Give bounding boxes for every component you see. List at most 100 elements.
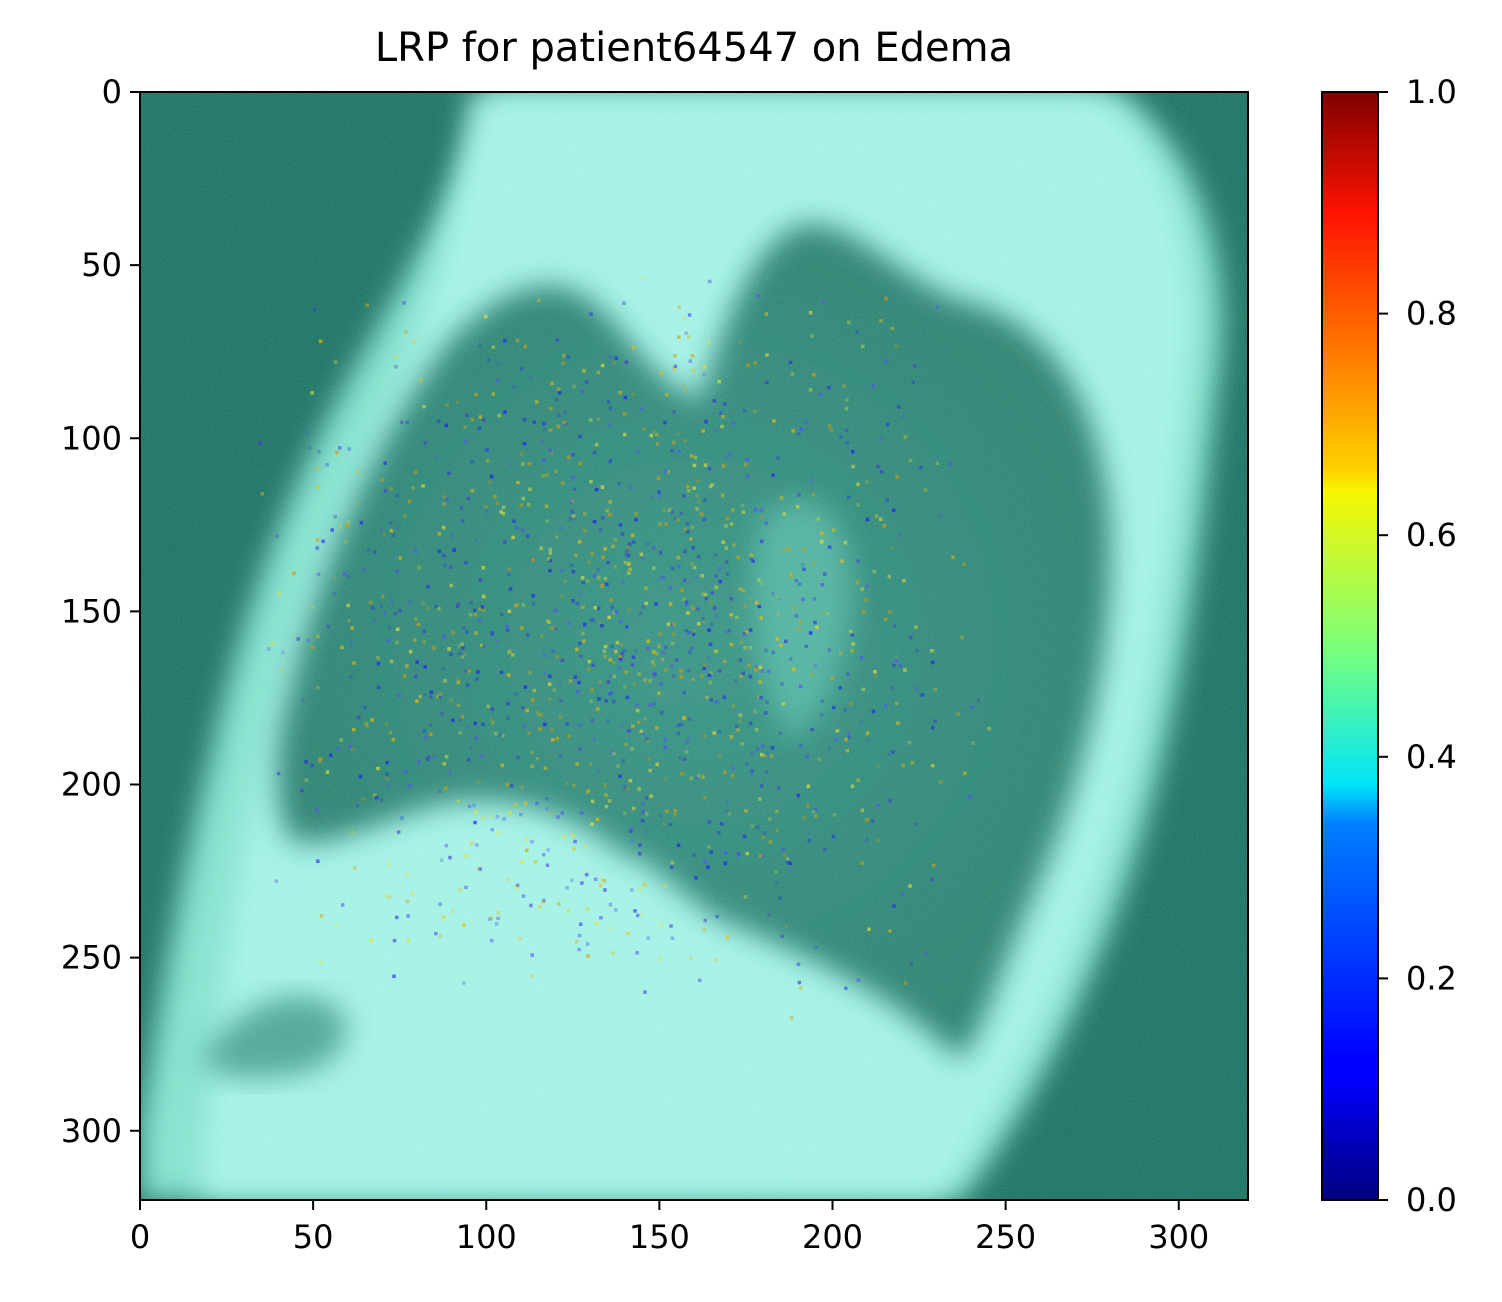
lrp-speckle — [407, 600, 412, 605]
lrp-speckle — [501, 505, 506, 509]
lrp-speckle — [782, 853, 787, 857]
lrp-speckle — [794, 579, 798, 583]
lrp-speckle — [686, 484, 690, 489]
lrp-speckle — [892, 904, 896, 908]
lrp-speckle — [660, 657, 665, 662]
lrp-speckle — [849, 702, 853, 706]
lrp-speckle — [442, 635, 446, 639]
lrp-speckle — [316, 572, 321, 577]
lrp-speckle — [688, 734, 692, 739]
lrp-relevance-speckles — [258, 276, 991, 1020]
lrp-speckle — [729, 613, 733, 617]
lrp-speckle — [676, 731, 681, 736]
lrp-speckle — [524, 838, 529, 842]
lrp-speckle — [562, 420, 567, 425]
lrp-speckle — [589, 418, 593, 422]
lrp-speckle — [560, 568, 564, 573]
lrp-speckle — [296, 637, 300, 641]
lrp-speckle — [625, 625, 629, 629]
lrp-speckle — [765, 752, 769, 756]
lrp-speckle — [542, 421, 546, 426]
lrp-speckle — [612, 674, 616, 679]
lrp-speckle — [687, 313, 692, 317]
lrp-speckle — [608, 355, 612, 359]
lrp-speckle — [499, 733, 504, 737]
lrp-speckle — [744, 809, 748, 813]
lrp-speckle — [468, 613, 473, 617]
lrp-speckle — [406, 938, 410, 943]
lrp-speckle — [753, 668, 758, 672]
lrp-speckle — [595, 817, 600, 821]
lrp-speckle — [277, 591, 282, 595]
lrp-speckle — [638, 611, 643, 616]
lrp-speckle — [458, 731, 462, 735]
lrp-speckle — [788, 360, 793, 365]
lrp-speckle — [580, 390, 585, 394]
lrp-speckle — [710, 591, 714, 595]
lrp-speckle — [725, 572, 730, 576]
lrp-speckle — [897, 533, 902, 537]
lrp-speckle — [521, 603, 526, 607]
lrp-speckle — [876, 838, 880, 843]
lrp-speckle — [876, 464, 880, 469]
lrp-speckle — [892, 624, 897, 628]
lrp-speckle — [808, 388, 813, 392]
lrp-speckle — [405, 899, 410, 904]
lrp-speckle — [847, 735, 851, 740]
lrp-speckle — [856, 778, 860, 782]
lrp-speckle — [502, 540, 507, 544]
lrp-speckle — [640, 557, 645, 561]
lrp-speckle — [797, 626, 801, 631]
lrp-speckle — [478, 867, 482, 871]
y-tick-label: 250 — [61, 939, 122, 977]
lrp-speckle — [389, 487, 393, 491]
lrp-speckle — [891, 750, 895, 754]
lrp-speckle — [304, 760, 308, 764]
lrp-speckle — [667, 508, 672, 512]
lrp-speckle — [445, 403, 449, 407]
lrp-speckle — [703, 498, 707, 503]
lrp-speckle — [712, 606, 717, 610]
lrp-speckle — [755, 601, 759, 605]
lrp-speckle — [509, 784, 514, 788]
lrp-speckle — [612, 751, 616, 756]
lrp-speckle — [714, 649, 718, 654]
lrp-speckle — [686, 669, 691, 673]
lrp-speckle — [544, 504, 549, 508]
lrp-speckle — [873, 670, 877, 674]
lrp-speckle — [442, 762, 446, 766]
lrp-speckle — [347, 447, 351, 451]
lrp-speckle — [578, 641, 582, 646]
lrp-speckle — [694, 876, 698, 880]
lrp-speckle — [502, 817, 506, 821]
lrp-speckle — [686, 530, 690, 534]
lrp-speckle — [305, 430, 309, 434]
lrp-speckle — [629, 486, 633, 490]
lrp-speckle — [619, 620, 623, 624]
lrp-speckle — [663, 420, 667, 425]
lrp-speckle — [496, 916, 500, 921]
lrp-speckle — [355, 804, 360, 808]
lrp-speckle — [489, 474, 494, 479]
lrp-speckle — [437, 606, 441, 611]
lrp-speckle — [620, 532, 625, 536]
lrp-speckle — [673, 809, 677, 813]
lrp-speckle — [480, 605, 484, 609]
lrp-speckle — [503, 410, 507, 414]
lrp-speckle — [701, 775, 705, 779]
lrp-speckle — [597, 577, 601, 582]
lrp-speckle — [627, 608, 631, 612]
lrp-speckle — [316, 466, 321, 470]
colorbar-tick-label: 0.4 — [1406, 738, 1457, 776]
x-tick-label: 150 — [629, 1218, 690, 1256]
lrp-speckle — [631, 392, 636, 396]
lrp-speckle — [515, 525, 519, 530]
lrp-speckle — [456, 602, 461, 606]
lrp-speckle — [479, 643, 484, 648]
lrp-speckle — [652, 650, 656, 654]
lrp-speckle — [429, 695, 433, 699]
colorbar-tick-label: 0.6 — [1406, 516, 1457, 554]
lrp-speckle — [727, 628, 732, 633]
lrp-speckle — [832, 705, 836, 710]
lrp-speckle — [790, 372, 795, 376]
